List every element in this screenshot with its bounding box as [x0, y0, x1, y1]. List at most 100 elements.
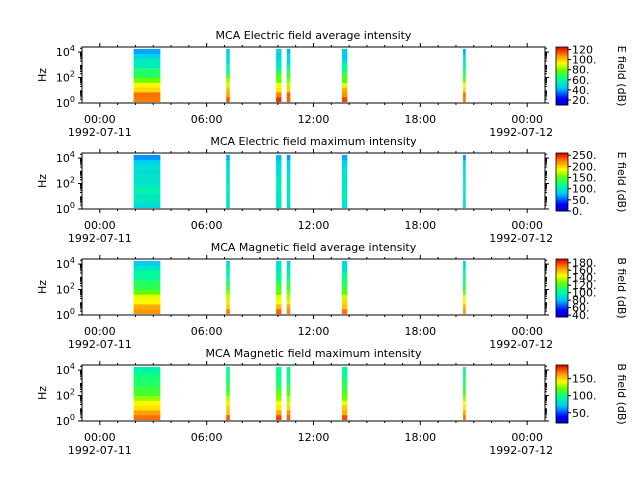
colorbar-tick-label: 120.	[572, 279, 597, 292]
spectrogram-cell	[226, 390, 230, 397]
colorbar-segment	[556, 264, 568, 267]
colorbar-segment	[556, 187, 568, 190]
end-date-label: 1992-07-12	[489, 126, 553, 139]
spectrogram-cell	[341, 154, 348, 161]
colorbar-segment	[556, 299, 568, 302]
spectrogram-cell	[286, 299, 291, 305]
colorbar-frame	[555, 152, 569, 212]
colorbar-segment	[556, 298, 568, 300]
spectrogram-cell	[276, 381, 282, 387]
spectrogram-cell	[286, 77, 291, 83]
spectrogram-cell	[286, 405, 291, 411]
spectrogram-cell	[276, 154, 282, 161]
colorbar-segment	[556, 166, 568, 168]
colorbar-label: B field (dB)	[615, 363, 628, 424]
colorbar-segment	[556, 285, 568, 287]
colorbar-segment	[556, 375, 568, 377]
spectrogram-cell	[463, 410, 466, 416]
colorbar-segment	[556, 386, 568, 389]
spectrogram-cell	[286, 188, 291, 194]
spectrogram-cell	[341, 169, 348, 175]
colorbar-tick-label: 120	[572, 44, 593, 57]
colorbar-segment	[556, 272, 568, 274]
spectrogram-cell	[276, 260, 282, 267]
spectrogram-cell	[226, 381, 230, 387]
spectrogram-cell	[133, 265, 161, 271]
colorbar-tick-label: 50.	[572, 407, 590, 420]
colorbar-segment	[556, 308, 568, 311]
spectrogram-cell	[286, 366, 291, 373]
end-date-label: 1992-07-12	[489, 232, 553, 245]
spectrogram-cell	[286, 294, 291, 300]
spectrogram-cell	[226, 289, 230, 295]
y-tick-label: 104	[56, 150, 75, 165]
colorbar-segment	[556, 157, 568, 160]
spectrogram-cell	[463, 96, 466, 103]
colorbar-segment	[556, 267, 568, 270]
colorbar-tick-label: 0.	[572, 205, 583, 218]
colorbar-segment	[556, 84, 568, 87]
colorbar-segment	[556, 80, 568, 83]
spectrogram-cell	[463, 390, 466, 397]
colorbar-tick-label: 100.	[572, 287, 597, 300]
spectrogram-cell	[276, 405, 282, 411]
spectrogram-cell	[286, 164, 291, 170]
colorbar-segment	[556, 396, 568, 399]
spectrogram-cell	[226, 169, 230, 175]
spectrogram-cell	[133, 53, 161, 59]
x-tick-label: 00:00	[511, 113, 543, 126]
spectrogram-cell	[463, 265, 466, 271]
colorbar-segment	[556, 388, 568, 391]
colorbar-segment	[556, 102, 568, 104]
colorbar-segment	[556, 295, 568, 298]
colorbar-label: E field (dB)	[615, 152, 628, 213]
spectrogram-cell	[133, 270, 161, 276]
colorbar-tick-label: 40.	[572, 84, 590, 97]
spectrogram-cell	[286, 87, 291, 93]
colorbar-segment	[556, 90, 568, 93]
colorbar-segment	[556, 183, 568, 186]
spectrogram-cell	[226, 96, 230, 103]
spectrogram-cell	[276, 77, 282, 83]
colorbar-segment	[556, 401, 568, 404]
burst-2	[226, 260, 230, 315]
spectrogram-cell	[133, 405, 161, 411]
panel-title: MCA Electric field maximum intensity	[210, 135, 417, 148]
x-tick-label: 00:00	[84, 113, 116, 126]
burst-3	[276, 366, 282, 421]
spectrogram-cell	[463, 376, 466, 382]
spectrogram-cell	[341, 289, 348, 295]
colorbar-segment	[556, 193, 568, 196]
spectrogram-cell	[276, 53, 282, 59]
colorbar-segment	[556, 402, 568, 405]
spectrogram-cell	[341, 260, 348, 267]
spectrogram-cell	[276, 72, 282, 79]
spectrogram-cell	[276, 178, 282, 185]
colorbar-segment	[556, 51, 568, 54]
colorbar-segment	[556, 87, 568, 90]
spectrogram-cell	[226, 376, 230, 382]
spectrogram-cell	[286, 159, 291, 165]
colorbar-segment	[556, 405, 568, 408]
burst-2	[226, 48, 230, 103]
spectrogram-cell	[276, 58, 282, 64]
spectrogram-cell	[286, 390, 291, 397]
spectrogram-cell	[276, 169, 282, 175]
spectrogram-cell	[133, 154, 161, 161]
spectrogram-cell	[276, 371, 282, 377]
spectrogram-cell	[226, 405, 230, 411]
spectrogram-cell	[286, 260, 291, 267]
spectrogram-cell	[133, 304, 161, 310]
x-tick-label: 00:00	[84, 219, 116, 232]
x-tick-label: 18:00	[404, 325, 436, 338]
spectrogram-cell	[286, 280, 291, 286]
spectrogram-cell	[341, 77, 348, 83]
colorbar-segment	[556, 282, 568, 285]
spectrogram-cell	[463, 366, 466, 373]
x-tick-label: 18:00	[404, 113, 436, 126]
spectrogram-cell	[276, 400, 282, 406]
spectrogram-cell	[286, 92, 291, 98]
spectrogram-cell	[133, 92, 161, 98]
x-tick-label: 00:00	[511, 325, 543, 338]
y-axis-label: Hz	[36, 174, 49, 188]
